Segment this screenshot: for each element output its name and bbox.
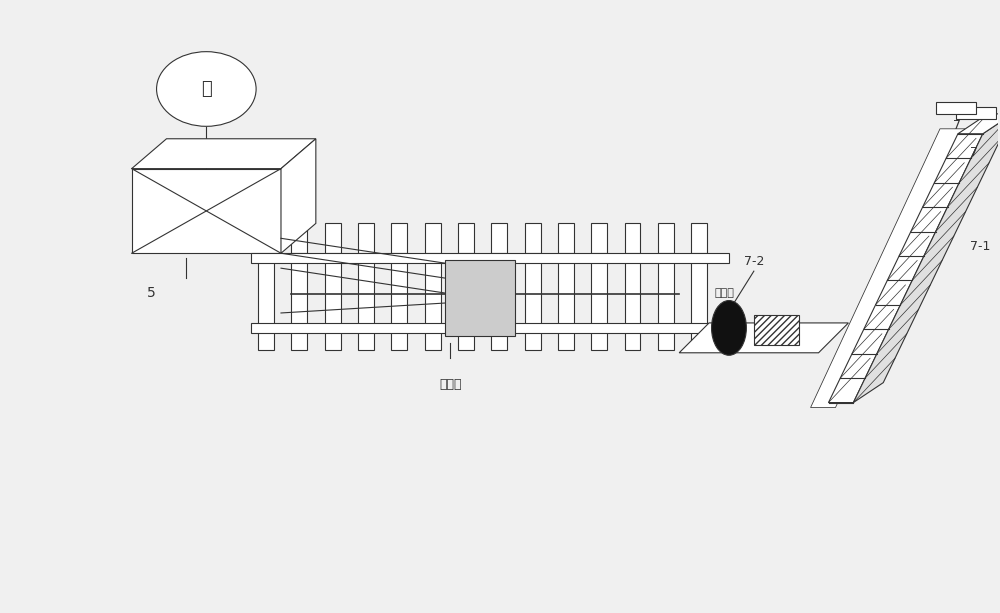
Polygon shape [679, 323, 848, 353]
FancyBboxPatch shape [691, 262, 707, 350]
FancyBboxPatch shape [558, 262, 574, 350]
Text: 树: 树 [201, 80, 212, 98]
FancyBboxPatch shape [251, 323, 729, 333]
Polygon shape [132, 139, 316, 169]
FancyBboxPatch shape [358, 262, 374, 350]
FancyBboxPatch shape [558, 223, 574, 253]
FancyBboxPatch shape [258, 262, 274, 350]
FancyBboxPatch shape [936, 102, 976, 114]
Text: 5: 5 [147, 286, 156, 300]
FancyBboxPatch shape [691, 223, 707, 253]
FancyBboxPatch shape [325, 223, 341, 253]
FancyBboxPatch shape [658, 262, 674, 350]
FancyBboxPatch shape [391, 223, 407, 253]
Polygon shape [132, 169, 281, 253]
FancyBboxPatch shape [458, 223, 474, 253]
FancyBboxPatch shape [425, 223, 441, 253]
FancyBboxPatch shape [258, 223, 274, 253]
Text: 牵引绳: 牵引绳 [439, 378, 461, 390]
FancyBboxPatch shape [625, 262, 640, 350]
FancyBboxPatch shape [658, 223, 674, 253]
FancyBboxPatch shape [358, 223, 374, 253]
FancyBboxPatch shape [625, 223, 640, 253]
FancyBboxPatch shape [754, 315, 799, 345]
Ellipse shape [157, 51, 256, 126]
FancyBboxPatch shape [525, 262, 541, 350]
Text: 7-1: 7-1 [970, 240, 990, 253]
FancyBboxPatch shape [291, 223, 307, 253]
FancyBboxPatch shape [458, 262, 474, 350]
FancyBboxPatch shape [956, 107, 996, 119]
Polygon shape [853, 114, 1000, 403]
Text: 7-2: 7-2 [744, 255, 764, 268]
Ellipse shape [712, 300, 746, 356]
Polygon shape [811, 129, 965, 408]
FancyBboxPatch shape [325, 262, 341, 350]
FancyBboxPatch shape [491, 262, 507, 350]
Polygon shape [829, 134, 983, 403]
Polygon shape [958, 114, 1000, 134]
Text: 卷扬机: 卷扬机 [714, 288, 734, 298]
FancyBboxPatch shape [445, 260, 515, 336]
FancyBboxPatch shape [425, 262, 441, 350]
Polygon shape [281, 139, 316, 253]
FancyBboxPatch shape [591, 262, 607, 350]
FancyBboxPatch shape [391, 262, 407, 350]
Text: 7: 7 [953, 119, 961, 132]
FancyBboxPatch shape [591, 223, 607, 253]
FancyBboxPatch shape [525, 223, 541, 253]
Text: 7: 7 [970, 146, 978, 159]
FancyBboxPatch shape [251, 253, 729, 263]
FancyBboxPatch shape [291, 262, 307, 350]
FancyBboxPatch shape [491, 223, 507, 253]
